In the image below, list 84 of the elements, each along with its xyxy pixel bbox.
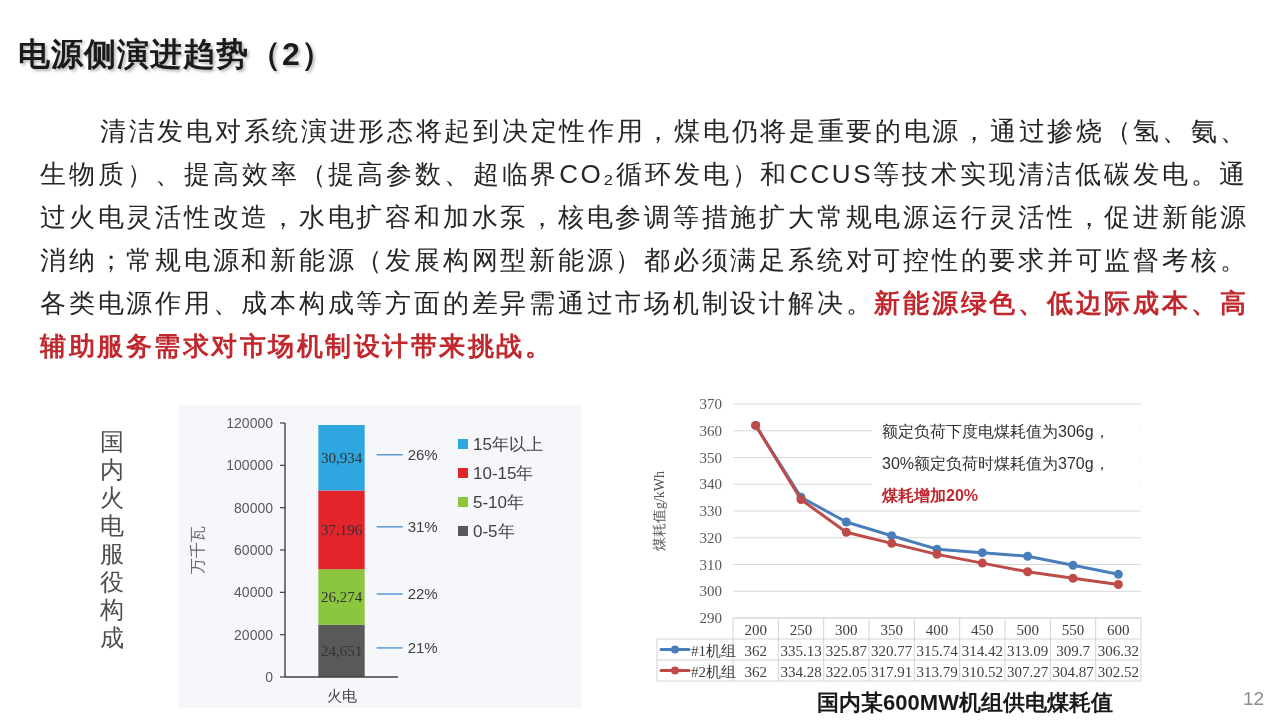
legend-label: #1机组 bbox=[691, 642, 736, 659]
text: 电源侧演进趋势（2） bbox=[18, 35, 334, 74]
y-tick-label: 370 bbox=[699, 396, 722, 412]
y-tick-label: 80000 bbox=[234, 499, 274, 516]
x-tick-label: 300 bbox=[835, 621, 858, 638]
point bbox=[1068, 573, 1078, 583]
point bbox=[977, 558, 987, 568]
data-label: 310.52 bbox=[961, 663, 1003, 680]
annotation: 30%额定负荷时煤耗值为370g， bbox=[882, 455, 1110, 472]
annotation: 额定负荷下度电煤耗值为306g， bbox=[882, 423, 1110, 440]
legend-label: 0-5年 bbox=[473, 522, 515, 541]
bar bbox=[318, 490, 365, 570]
data-label: 315.74 bbox=[916, 642, 959, 659]
data-label: 362 bbox=[744, 642, 767, 659]
y-tick-label: 330 bbox=[699, 503, 722, 519]
data-label: 320.77 bbox=[871, 642, 913, 659]
y-tick-label: 320 bbox=[699, 529, 722, 546]
data-label: 26,274 bbox=[320, 589, 363, 606]
text: 国内某600MW机组供电煤耗值 bbox=[817, 690, 1113, 715]
bar bbox=[318, 569, 365, 625]
text: 国内火电服役构成 bbox=[99, 428, 124, 651]
point bbox=[887, 538, 897, 548]
text: 12 bbox=[1243, 688, 1265, 710]
data-label: 317.91 bbox=[871, 663, 913, 680]
y-tick-label: 0 bbox=[265, 669, 274, 685]
data-label: 313.79 bbox=[916, 663, 958, 680]
y-tick-label: 340 bbox=[699, 476, 722, 493]
y-tick-label: 360 bbox=[699, 422, 722, 439]
legend-label: 5-10年 bbox=[473, 493, 525, 512]
x-tick-label: 600 bbox=[1107, 621, 1130, 638]
point bbox=[1113, 569, 1123, 579]
text: 21% bbox=[407, 638, 438, 656]
legend-label: #2机组 bbox=[691, 663, 736, 680]
point bbox=[1068, 560, 1078, 570]
point bbox=[977, 548, 987, 558]
text: 26% bbox=[407, 445, 438, 463]
point bbox=[841, 517, 851, 527]
y-axis-title: 万千瓦 bbox=[189, 526, 206, 574]
bar bbox=[318, 624, 365, 677]
data-label: 335.13 bbox=[780, 642, 822, 659]
data-label: 306.32 bbox=[1097, 642, 1139, 659]
legend-label: 15年以上 bbox=[473, 435, 543, 454]
y-tick-label: 120000 bbox=[226, 415, 274, 431]
point bbox=[1023, 567, 1033, 577]
y-tick-label: 290 bbox=[699, 610, 722, 626]
y-tick-label: 310 bbox=[699, 556, 722, 573]
text: 31% bbox=[407, 517, 438, 535]
x-tick-label: 350 bbox=[880, 621, 903, 638]
data-label: 334.28 bbox=[780, 663, 822, 680]
point bbox=[887, 531, 897, 541]
data-label: 304.87 bbox=[1052, 663, 1095, 680]
data-label: 362 bbox=[744, 663, 767, 680]
data-label: 314.42 bbox=[961, 642, 1003, 659]
point bbox=[932, 549, 942, 559]
x-tick-label: 550 bbox=[1061, 621, 1085, 638]
data-label: 302.52 bbox=[1097, 663, 1139, 680]
x-tick-label: 500 bbox=[1016, 621, 1039, 638]
y-tick-label: 60000 bbox=[234, 542, 274, 558]
y-axis-title: 煤耗值g/kWh bbox=[652, 470, 667, 552]
bar bbox=[318, 425, 365, 491]
y-tick-label: 40000 bbox=[234, 584, 274, 601]
data-label: 325.87 bbox=[825, 642, 868, 659]
data-label: 37,196 bbox=[320, 521, 363, 538]
text: 清洁发电对系统演进形态将起到决定性作用，煤电仍将是重要的电源，通过掺烧（氢、氨、生物质）、提高效率（提高参数、超临界CO₂循环发电）和CCUS等技术实现清洁低碳发电。通过火电灵活性改造，水电扩容和加水泵，核电参调等措施扩大常规电源运行灵活性，促进新能源消纳；常规电源和新能源（发展构网型新能源）都必须满足系统对可控性的要求并可监督考核。各类电源作用、成本构成等方面的差异需通过市场机制设计解决。新能源绿色、低边际成本、高辅助服务需求对市场机制设计带来挑战。 bbox=[40, 116, 1249, 361]
point bbox=[1113, 580, 1123, 590]
data-label: 313.09 bbox=[1007, 642, 1049, 659]
y-tick-label: 20000 bbox=[234, 626, 274, 643]
data-label: 322.05 bbox=[825, 663, 867, 680]
data-label: 307.27 bbox=[1007, 663, 1049, 680]
x-tick-label: 200 bbox=[744, 621, 767, 638]
x-tick-label: 250 bbox=[789, 621, 813, 638]
text: 22% bbox=[407, 585, 438, 603]
y-tick-label: 300 bbox=[699, 583, 722, 600]
point bbox=[841, 527, 851, 537]
x-tick-label: 400 bbox=[925, 621, 949, 638]
annotation: 煤耗增加20% bbox=[881, 487, 979, 504]
data-label: 309.7 bbox=[1056, 642, 1091, 659]
y-tick-label: 350 bbox=[699, 449, 722, 466]
x-tick-label: 450 bbox=[971, 621, 994, 638]
y-tick-label: 100000 bbox=[226, 457, 274, 474]
data-label: 30,934 bbox=[320, 449, 363, 466]
x-tick-label: 火电 bbox=[326, 687, 357, 704]
legend-label: 10-15年 bbox=[473, 464, 534, 483]
point bbox=[1023, 551, 1033, 561]
